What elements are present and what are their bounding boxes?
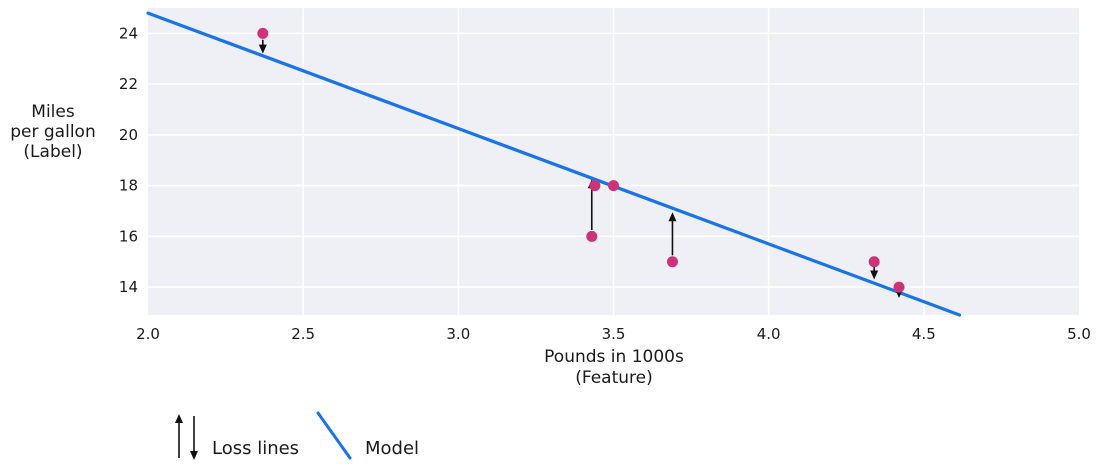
loss-arrow-down-head-icon xyxy=(258,44,267,54)
x-tick-label: 2.5 xyxy=(291,325,315,343)
data-point xyxy=(589,180,601,192)
x-tick-label: 2.0 xyxy=(136,325,160,343)
legend-loss-lines-label: Loss lines xyxy=(212,438,300,459)
legend-loss-up-arrow xyxy=(175,414,183,458)
loss-arrow-down xyxy=(258,39,267,54)
x-tick-label: 5.0 xyxy=(1067,325,1091,343)
loss-arrow-down xyxy=(870,266,879,280)
y-tick-label: 18 xyxy=(119,177,138,195)
x-tick-label: 4.5 xyxy=(912,325,936,343)
y-tick-label: 22 xyxy=(119,75,138,93)
legend-model-label: Model xyxy=(365,438,420,459)
legend-model-line-icon xyxy=(316,411,352,460)
x-axis-title: Pounds in 1000s (Feature) xyxy=(544,347,684,388)
data-point xyxy=(257,27,269,39)
loss-arrow-up xyxy=(668,212,677,256)
x-tick-label: 4.0 xyxy=(757,325,781,343)
x-tick-label: 3.5 xyxy=(602,325,626,343)
model-line xyxy=(146,11,962,317)
data-point xyxy=(608,180,619,192)
y-tick-label: 14 xyxy=(119,278,138,296)
data-point xyxy=(893,281,905,293)
data-point xyxy=(666,256,678,268)
y-tick-label: 20 xyxy=(119,126,138,144)
y-tick-label: 16 xyxy=(119,227,138,245)
legend-loss-up-arrow-head-icon xyxy=(175,414,183,423)
y-tick-label: 24 xyxy=(119,24,138,42)
data-point xyxy=(586,230,598,242)
loss-arrow-down-head-icon xyxy=(870,270,879,280)
x-tick-label: 3.0 xyxy=(446,325,470,343)
legend-loss-down-arrow xyxy=(190,416,198,460)
y-axis-title: Miles per gallon (Label) xyxy=(10,102,96,162)
loss-arrow-up-head-icon xyxy=(668,212,677,222)
data-point xyxy=(868,256,880,268)
legend-loss-down-arrow-head-icon xyxy=(190,451,198,460)
